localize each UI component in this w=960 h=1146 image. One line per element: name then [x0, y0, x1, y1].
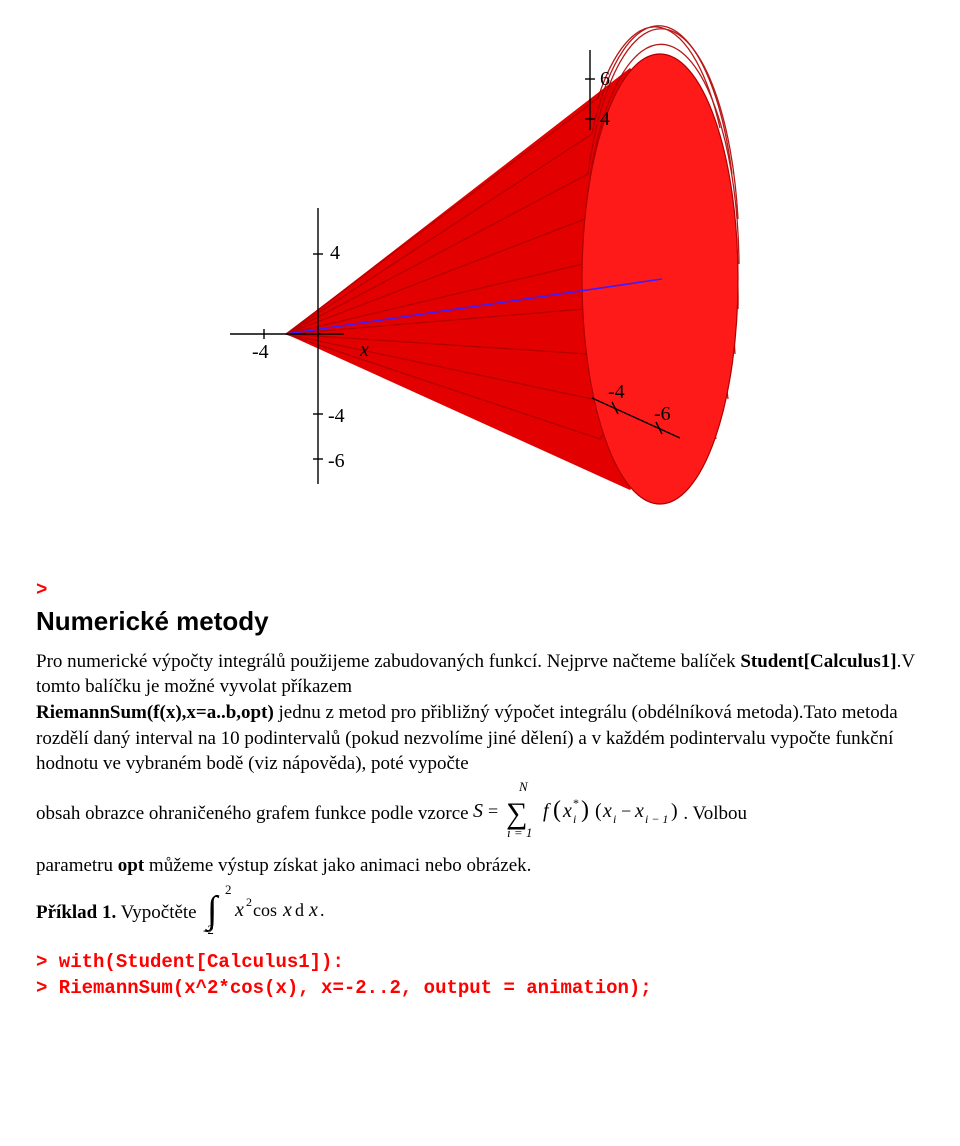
code-line-0: > with(Student[Calculus1]): — [36, 950, 924, 976]
riemannsum-signature: RiemannSum(f(x),x=a..b,opt) — [36, 702, 274, 723]
svg-text:S: S — [473, 800, 483, 822]
para2-b: . Volbou — [683, 803, 747, 824]
diag-tick-neg4: -4 — [608, 381, 625, 403]
prompt-gt: > — [36, 578, 924, 604]
para2-a: obsah obrazce ohraničeného grafem funkce… — [36, 803, 473, 824]
integral-formula: ∫ 2 -2 x 2 cos x d x . — [201, 880, 331, 944]
svg-text:cos: cos — [253, 900, 277, 920]
svg-text:): ) — [581, 797, 589, 823]
svg-text:x: x — [562, 800, 572, 822]
svg-text:x: x — [634, 800, 644, 822]
svg-text:=: = — [488, 801, 498, 821]
para3-c: můžeme výstup získat jako animaci nebo o… — [144, 855, 531, 876]
opt-keyword: opt — [118, 855, 144, 876]
example-line: Příklad 1. Vypočtěte ∫ 2 -2 x 2 cos x d … — [36, 884, 924, 944]
svg-text:N: N — [518, 779, 529, 794]
svg-text:f: f — [543, 800, 551, 822]
intro-paragraph: Pro numerické výpočty integrálů použijem… — [36, 649, 924, 777]
example-text: Vypočtěte — [116, 902, 201, 923]
svg-text:d: d — [295, 900, 304, 920]
cone-plot: 4 -4 -6 -4 x 6 4 -4 -6 — [160, 24, 800, 554]
xtick-neg4: -4 — [252, 341, 269, 363]
para3: parametru opt můžeme výstup získat jako … — [36, 853, 924, 879]
svg-text:i: i — [573, 812, 576, 826]
svg-text:x: x — [308, 899, 318, 921]
example-label: Příklad 1. — [36, 902, 116, 923]
heading-numericke-metody: Numerické metody — [36, 604, 924, 639]
svg-text:*: * — [573, 796, 579, 810]
svg-text:x: x — [282, 899, 292, 921]
svg-text:2: 2 — [225, 882, 232, 897]
svg-text:-2: -2 — [203, 922, 214, 936]
svg-text:i = 1: i = 1 — [507, 825, 532, 839]
ztick-neg4: -4 — [328, 405, 345, 427]
svg-text:): ) — [671, 800, 678, 822]
ztick-neg6: -6 — [328, 450, 345, 472]
code-line-1: > RiemannSum(x^2*cos(x), x=-2..2, output… — [36, 976, 924, 1002]
formula-paragraph: obsah obrazce ohraničeného grafem funkce… — [36, 783, 924, 847]
svg-text:x: x — [234, 899, 244, 921]
ytick-4: 4 — [600, 108, 610, 130]
diag-tick-neg6: -6 — [654, 403, 671, 425]
ytick-6: 6 — [600, 68, 610, 90]
svg-text:2: 2 — [246, 895, 252, 909]
para3-a: parametru — [36, 855, 118, 876]
svg-text:i: i — [613, 812, 616, 826]
svg-text:i − 1: i − 1 — [645, 812, 668, 826]
svg-text:.: . — [320, 900, 325, 920]
x-axis-label: x — [359, 339, 369, 361]
svg-text:(: ( — [553, 797, 561, 823]
sum-formula: S = N ∑ i = 1 f ( x i * ) ( x i − x i − … — [473, 779, 683, 847]
svg-text:(: ( — [595, 800, 602, 822]
svg-text:−: − — [621, 801, 631, 821]
para1-a: Pro numerické výpočty integrálů použijem… — [36, 651, 740, 672]
ztick-4: 4 — [330, 242, 340, 264]
student-calculus1: Student[Calculus1] — [740, 651, 896, 672]
svg-text:x: x — [602, 800, 612, 822]
